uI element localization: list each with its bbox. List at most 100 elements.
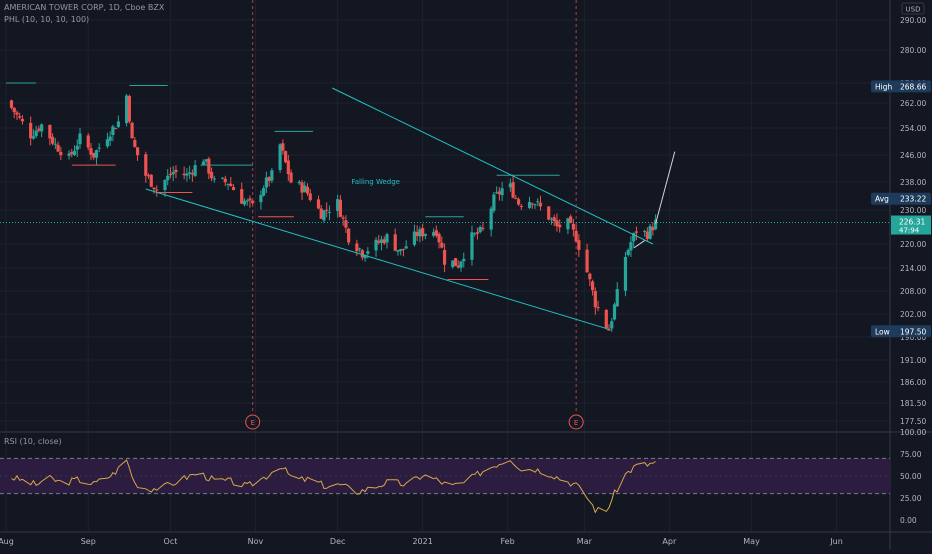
candle-body (569, 216, 573, 223)
candle-body (357, 248, 362, 250)
candle-body (341, 217, 345, 219)
candle-body (130, 122, 134, 139)
high-tag-label: High (875, 82, 892, 91)
last-price-box (891, 215, 931, 235)
candle-body (133, 140, 137, 147)
candle-body (116, 121, 120, 127)
candle-body (632, 233, 636, 242)
rsi-tick-label: 100.00 (900, 428, 926, 437)
candle-body (108, 136, 112, 141)
time-tick-label: Nov (248, 537, 264, 546)
candle-body (347, 228, 351, 243)
candle-body (514, 197, 518, 199)
candle-body (585, 249, 589, 273)
price-tick-label: 196.00 (900, 333, 926, 342)
candle-body (223, 178, 227, 183)
candle-body (240, 189, 244, 204)
candle-body (336, 199, 340, 211)
time-tick-label: Oct (164, 537, 178, 546)
candle-body (338, 199, 343, 217)
price-tick-label: 230.00 (900, 206, 926, 215)
candle-body (533, 204, 537, 206)
candle-body (643, 231, 647, 233)
time-tick-label: Sep (81, 537, 96, 546)
candle-body (377, 240, 381, 243)
drawings: Falling Wedge (0, 87, 890, 330)
candle-body (259, 194, 263, 203)
rsi-line (11, 459, 656, 514)
candle-body (401, 248, 406, 250)
candle-body (626, 249, 630, 256)
candle-body (360, 250, 364, 258)
price-tick-label: 246.00 (900, 151, 926, 160)
candle-body (440, 242, 444, 248)
candle-body (612, 304, 617, 320)
candle-body (327, 211, 332, 213)
candle-body (552, 217, 556, 222)
candle-body (193, 165, 197, 176)
candle-body (303, 185, 307, 193)
candle-body (48, 124, 52, 139)
candle-body (89, 148, 93, 155)
candle-body (305, 186, 310, 194)
price-tick-label: 262.00 (900, 99, 926, 108)
candle-body (453, 258, 458, 266)
candle-body (300, 182, 304, 193)
candle-body (385, 234, 389, 243)
rsi-pane (0, 457, 890, 514)
currency-label: USD (906, 6, 921, 14)
candle-body (152, 187, 156, 190)
candle-body (399, 249, 403, 251)
candle-body (59, 151, 63, 156)
candle-body (418, 229, 422, 237)
candle-body (654, 219, 658, 230)
candle-body (607, 329, 611, 331)
candle-body (29, 122, 33, 139)
price-tick-label: 280.00 (900, 46, 926, 55)
candle-body (105, 139, 110, 147)
last-price-countdown: 47:94 (899, 227, 920, 235)
low-tag-box (871, 325, 931, 338)
candle-body (421, 228, 425, 237)
candle-body (135, 147, 140, 156)
candle-body (248, 198, 252, 201)
time-tick-label: Jun (829, 537, 843, 546)
candle-body (15, 112, 19, 115)
candle-body (37, 128, 41, 131)
candle-body (593, 291, 597, 308)
candle-body (519, 205, 523, 207)
candle-body (86, 135, 90, 148)
candle-body (220, 177, 225, 179)
candle-body (226, 183, 230, 185)
candle-body (363, 255, 367, 259)
price-tick-label: 186.00 (900, 378, 926, 387)
candle-body (270, 170, 274, 181)
rsi-tick-label: 25.00 (900, 494, 922, 503)
candle-body (344, 220, 348, 228)
candle-body (325, 209, 329, 211)
price-tick-label: 238.00 (900, 178, 926, 187)
candle-body (245, 200, 249, 202)
candle-body (462, 258, 466, 262)
price-tick-label: 202.00 (900, 310, 926, 319)
candle-body (555, 220, 559, 227)
candle-body (182, 173, 186, 176)
candle-body (78, 133, 82, 145)
candle-body (204, 159, 208, 162)
time-tick-label: Apr (662, 537, 677, 546)
candle-body (393, 234, 397, 251)
rsi-tick-label: 75.00 (900, 450, 922, 459)
candle-body (590, 281, 595, 291)
candle-body (538, 202, 543, 207)
pattern-label: Falling Wedge (351, 178, 400, 186)
candle-body (404, 246, 408, 249)
time-tick-label: Feb (501, 537, 515, 546)
currency-box (901, 2, 925, 15)
candle-body (166, 175, 170, 181)
price-tick-label: 191.00 (900, 356, 926, 365)
candle-body (201, 161, 205, 165)
candle-body (20, 118, 25, 122)
price-tick-label: 254.00 (900, 124, 926, 133)
price-tick-label: 177.50 (900, 417, 926, 426)
